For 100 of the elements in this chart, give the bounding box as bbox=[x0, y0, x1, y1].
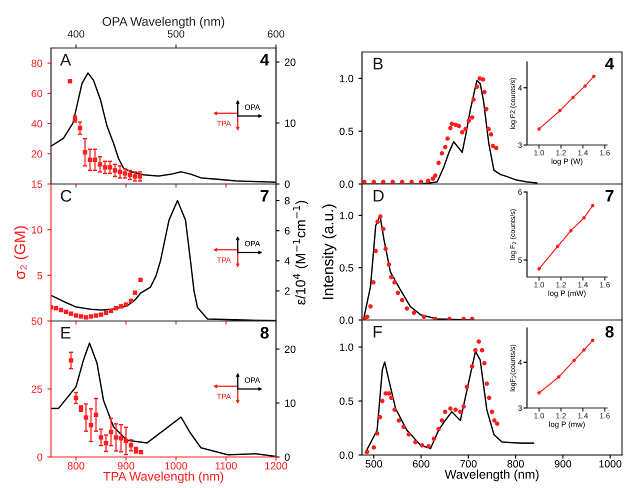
point bbox=[492, 418, 497, 423]
x-tick-label: 1000 bbox=[165, 462, 188, 470]
point bbox=[426, 444, 431, 449]
point bbox=[118, 436, 124, 440]
y-tick-label: 1.0 bbox=[340, 344, 354, 351]
point bbox=[400, 180, 404, 184]
x-tick-label: 1200 bbox=[265, 462, 288, 470]
point bbox=[480, 348, 484, 352]
x-tick-label: 700 bbox=[460, 460, 477, 468]
point bbox=[456, 124, 462, 128]
point bbox=[556, 244, 560, 248]
point bbox=[84, 315, 88, 320]
point bbox=[88, 314, 94, 319]
point bbox=[372, 180, 376, 184]
x-tick-label: 500 bbox=[366, 460, 382, 468]
point bbox=[98, 312, 104, 317]
point bbox=[443, 410, 448, 414]
point bbox=[368, 304, 373, 309]
point bbox=[128, 443, 134, 448]
point bbox=[482, 90, 487, 94]
point bbox=[404, 306, 410, 311]
point bbox=[471, 97, 476, 102]
point bbox=[84, 415, 88, 420]
point bbox=[374, 248, 378, 254]
point bbox=[591, 338, 594, 342]
point bbox=[375, 219, 380, 224]
point bbox=[104, 440, 108, 446]
x-tick-label: 800 bbox=[507, 460, 524, 468]
x-axis-title: Wavelength (nm) bbox=[444, 470, 539, 482]
point bbox=[114, 435, 118, 440]
point bbox=[436, 160, 441, 166]
annotation: E bbox=[61, 327, 70, 339]
point bbox=[54, 306, 58, 310]
point bbox=[128, 298, 134, 304]
x-tick-label: 900 bbox=[118, 462, 134, 470]
point bbox=[474, 84, 480, 90]
annotation: C bbox=[60, 190, 72, 202]
point bbox=[432, 436, 436, 441]
y-tick-label: 10 bbox=[32, 226, 42, 234]
y2-tick-label: 4 bbox=[284, 257, 290, 265]
point bbox=[418, 180, 424, 184]
point bbox=[486, 396, 492, 400]
point bbox=[82, 150, 88, 154]
point bbox=[420, 443, 424, 448]
point bbox=[461, 404, 466, 409]
point bbox=[64, 310, 68, 314]
point bbox=[463, 126, 468, 132]
point bbox=[362, 180, 367, 184]
point bbox=[470, 115, 474, 120]
point bbox=[78, 314, 84, 319]
point bbox=[118, 170, 122, 174]
point bbox=[482, 361, 487, 366]
point bbox=[68, 311, 74, 316]
x-tick-label: 900 bbox=[554, 460, 572, 468]
point bbox=[426, 178, 430, 184]
annotation: 7 bbox=[260, 190, 269, 202]
point bbox=[104, 310, 108, 315]
y-tick-label: 1.0 bbox=[340, 212, 354, 220]
y-tick-label: 80 bbox=[32, 60, 42, 67]
point bbox=[476, 339, 481, 344]
y-tick-label: 20 bbox=[32, 150, 42, 158]
point bbox=[537, 267, 541, 271]
point bbox=[558, 108, 562, 112]
annotation: 4 bbox=[605, 58, 614, 70]
annotation: 8 bbox=[260, 326, 269, 339]
point bbox=[88, 158, 92, 162]
y2-tick-label: 0 bbox=[284, 454, 290, 461]
point bbox=[445, 136, 450, 141]
annotation: 8 bbox=[605, 326, 614, 338]
point bbox=[458, 410, 463, 414]
point bbox=[392, 407, 397, 412]
point bbox=[591, 204, 594, 208]
line-series bbox=[537, 74, 596, 131]
y-tick-label: 0.0 bbox=[340, 452, 354, 459]
x2-axis-title: OPA Wavelength (nm) bbox=[102, 16, 224, 28]
point bbox=[448, 126, 453, 130]
point bbox=[557, 375, 561, 379]
y2-tick-label: 20 bbox=[284, 58, 296, 66]
point bbox=[466, 118, 472, 123]
point bbox=[383, 246, 388, 252]
x-tick-label: 800 bbox=[68, 462, 84, 470]
point bbox=[480, 77, 486, 82]
y2-tick-label: 10 bbox=[285, 400, 296, 407]
point bbox=[389, 396, 394, 400]
y-tick-label: 40 bbox=[31, 120, 42, 128]
point bbox=[473, 348, 478, 352]
point bbox=[484, 106, 489, 112]
point bbox=[433, 173, 438, 178]
point bbox=[132, 290, 138, 295]
point bbox=[583, 84, 587, 88]
point bbox=[138, 450, 144, 454]
annotation: A bbox=[60, 54, 72, 66]
point bbox=[582, 216, 586, 220]
y-tick-label: 0.0 bbox=[340, 180, 354, 188]
point bbox=[68, 358, 74, 363]
y-tick-label: 5 bbox=[37, 272, 42, 280]
y2-tick-label: 6 bbox=[284, 227, 290, 235]
x2-tick-label: 600 bbox=[268, 30, 284, 38]
point bbox=[386, 262, 392, 267]
point bbox=[392, 280, 397, 285]
